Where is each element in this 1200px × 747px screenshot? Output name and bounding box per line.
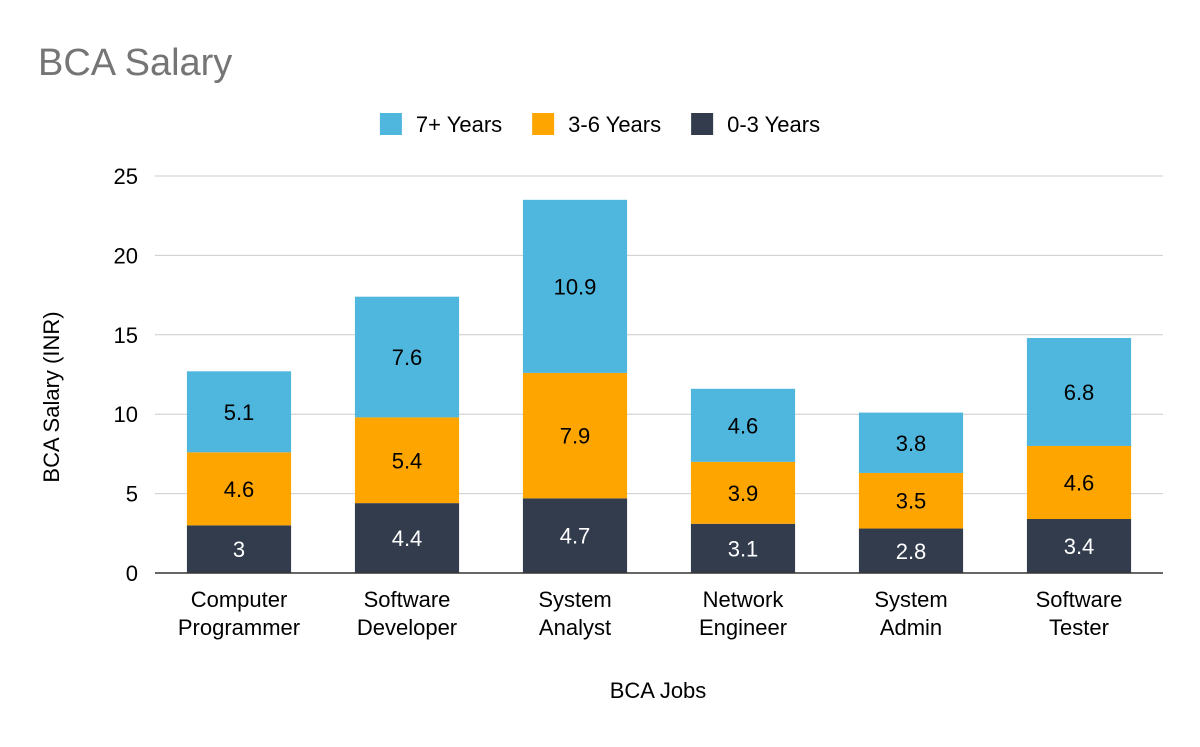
- bar-value-label: 4.6: [1064, 470, 1095, 495]
- bar-segment: [522, 498, 628, 573]
- bar-value-label: 6.8: [1064, 380, 1095, 405]
- y-tick-label: 0: [126, 561, 138, 586]
- bar-value-label: 5.4: [392, 448, 423, 473]
- bar-segment: [354, 417, 460, 504]
- y-tick-label: 20: [114, 243, 138, 268]
- bar-value-label: 2.8: [896, 539, 927, 564]
- bar-segment: [690, 388, 796, 462]
- x-tick-label: Tester: [1049, 615, 1109, 640]
- y-tick-label: 15: [114, 323, 138, 348]
- bar-segment: [186, 525, 292, 573]
- bar-data-labels: 3 4.6 5.1 4.4 5.4 7.6 4.7 7.9 10.9 3.1 3.9 4.6 2.8 3.…: [224, 274, 1095, 563]
- bar-segment: [858, 472, 964, 529]
- x-tick-label: Engineer: [699, 615, 787, 640]
- legend-swatch: [532, 113, 555, 135]
- bar-value-label: 4.6: [224, 477, 255, 502]
- legend-swatch: [691, 113, 714, 135]
- bar-value-label: 4.7: [560, 524, 591, 549]
- bar-segment: [522, 372, 628, 499]
- bar-segment: [186, 452, 292, 526]
- bar-segment: [858, 412, 964, 473]
- x-tick-label: System: [874, 587, 947, 612]
- x-tick-label: Developer: [357, 615, 457, 640]
- gridlines: [155, 175, 1163, 495]
- x-axis-ticks: Computer Programmer Software Developer Syste…: [178, 587, 1123, 640]
- bars: [186, 199, 1132, 573]
- y-axis-label: BCA Salary (INR): [39, 311, 64, 482]
- bar-segment: [858, 528, 964, 573]
- bar-segment: [354, 296, 460, 418]
- bar-segment: [690, 461, 796, 524]
- y-tick-label: 5: [126, 482, 138, 507]
- bar-segment: [522, 199, 628, 373]
- bar-segment: [354, 503, 460, 573]
- x-tick-label: System: [538, 587, 611, 612]
- x-axis-label: BCA Jobs: [610, 678, 707, 703]
- bar-value-label: 3.4: [1064, 534, 1095, 559]
- bar-value-label: 7.9: [560, 424, 591, 449]
- y-axis-ticks: 0 5 10 15 20 25: [114, 164, 138, 586]
- bar-value-label: 4.6: [728, 413, 759, 438]
- y-tick-label: 10: [114, 402, 138, 427]
- bar-segment: [690, 523, 796, 573]
- chart-title: BCA Salary: [38, 42, 232, 84]
- y-tick-label: 25: [114, 164, 138, 189]
- bar-value-label: 4.4: [392, 526, 423, 551]
- x-tick-label: Analyst: [539, 615, 611, 640]
- bar-value-label: 3.1: [728, 536, 759, 561]
- bar-value-label: 7.6: [392, 345, 423, 370]
- legend-label: 3-6 Years: [568, 112, 661, 137]
- x-tick-label: Software: [1036, 587, 1123, 612]
- bar-value-label: 3: [233, 537, 245, 562]
- bar-value-label: 3.5: [896, 489, 927, 514]
- bar-value-label: 5.1: [224, 400, 255, 425]
- x-tick-label: Admin: [880, 615, 942, 640]
- x-tick-label: Computer: [191, 587, 288, 612]
- bar-segment: [1026, 519, 1132, 573]
- legend-swatch: [379, 113, 402, 135]
- legend-label: 7+ Years: [416, 112, 502, 137]
- bar-segment: [1026, 337, 1132, 446]
- legend: 7+ Years 3-6 Years 0-3 Years: [379, 112, 820, 137]
- legend-label: 0-3 Years: [727, 112, 820, 137]
- bar-value-label: 10.9: [554, 274, 597, 299]
- x-tick-label: Programmer: [178, 615, 300, 640]
- bar-value-label: 3.8: [896, 431, 927, 456]
- x-tick-label: Software: [364, 587, 451, 612]
- bar-segment: [1026, 445, 1132, 520]
- x-tick-label: Network: [703, 587, 785, 612]
- bar-value-label: 3.9: [728, 481, 759, 506]
- bar-segment: [186, 371, 292, 453]
